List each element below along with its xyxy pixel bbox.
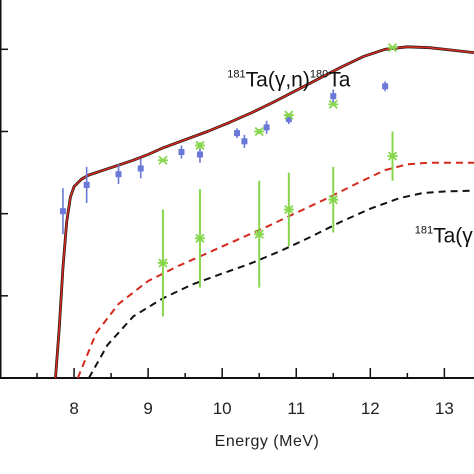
data-point-cross: [254, 229, 265, 239]
plot-frame: [0, 0, 474, 379]
data-point-square: [137, 165, 144, 172]
data-point-square: [196, 151, 203, 158]
data-point-cross: [194, 233, 205, 243]
x-tick-label: 10: [213, 399, 232, 418]
data-point-cross: [387, 151, 398, 161]
x-tick-label: 9: [143, 399, 152, 418]
x-ticks: 8 9 10 11 12 13: [36, 368, 454, 418]
data-point-cross: [283, 110, 294, 120]
data-point-square: [59, 208, 66, 215]
data-point-square: [178, 149, 185, 156]
annotation-gamma-n-180: 181Ta(γ,n)180Ta: [227, 68, 350, 91]
x-tick-label: 12: [361, 399, 380, 418]
data-point-square: [115, 171, 122, 178]
series-layer: [54, 45, 474, 379]
data-point-cross: [387, 43, 398, 53]
data-point-cross: [194, 140, 205, 151]
data-point-cross: [328, 195, 339, 205]
x-tick-label: 8: [69, 399, 78, 418]
x-axis-title: Energy (MeV): [215, 433, 320, 450]
series-line-total-calc-black: [54, 45, 474, 379]
data-point-square: [263, 124, 270, 131]
data-point-cross: [283, 204, 294, 215]
data-point-square: [241, 138, 248, 145]
series-line-partial-calc-black-dashed: [88, 189, 474, 379]
series-line-total-calc-red-top: [54, 45, 474, 379]
data-point-square: [83, 181, 90, 188]
points-layer: [59, 43, 398, 317]
x-tick-label: 13: [435, 399, 454, 418]
series-line-partial-calc-red-dashed: [76, 161, 474, 379]
data-point-square: [285, 116, 292, 123]
y-ticks: [0, 48, 8, 297]
data-point-square: [234, 130, 240, 137]
data-point-cross: [157, 155, 168, 165]
series-line-total-calc-red: [54, 46, 474, 379]
data-point-square: [330, 93, 337, 100]
data-point-square: [382, 83, 389, 90]
data-point-cross: [157, 258, 168, 268]
annotation-gamma-n-partial: 181Ta(γ,n)18: [415, 224, 474, 247]
data-point-cross: [254, 126, 265, 137]
x-tick-label: 11: [287, 399, 305, 418]
data-point-cross: [328, 99, 339, 109]
